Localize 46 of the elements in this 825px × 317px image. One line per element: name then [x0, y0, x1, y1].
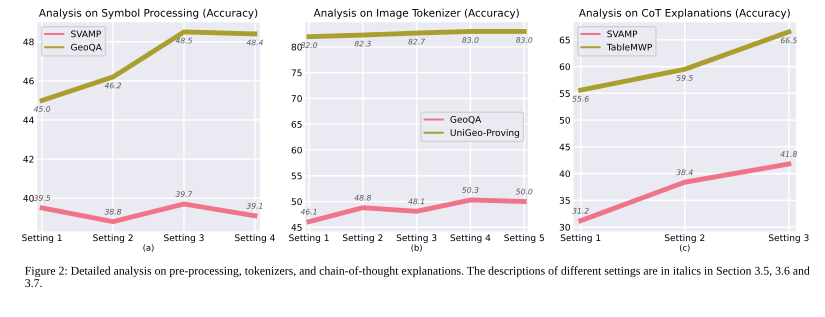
y-tick-label: 50 — [560, 116, 570, 124]
chart-title: Analysis on CoT Explanations (Accuracy) — [578, 8, 790, 19]
y-tick-label: 45 — [291, 224, 302, 231]
y-tick-label: 60 — [292, 146, 302, 154]
y-tick-label: 42 — [23, 156, 34, 162]
y-tick-label: 30 — [560, 224, 570, 231]
x-tick-label: Setting 5 — [504, 234, 544, 243]
y-tick-label: 80 — [292, 44, 302, 50]
legend-label: GeoQA — [450, 116, 482, 124]
y-tick-label: 44 — [23, 116, 34, 124]
chart-title: Analysis on Symbol Processing (Accuracy) — [38, 8, 258, 19]
y-tick-label: 55 — [292, 172, 302, 180]
y-tick-label: 65 — [292, 120, 302, 128]
chart-title: Analysis on Image Tokenizer (Accuracy) — [314, 8, 519, 19]
x-tick-label: Setting 2 — [93, 234, 133, 243]
x-axis-title: (c) — [680, 244, 690, 252]
legend-label: UniGeo-Proving — [450, 129, 520, 138]
y-tick-label: 70 — [292, 95, 302, 102]
x-tick-label: Setting 3 — [164, 234, 204, 243]
y-tick-label: 75 — [292, 70, 302, 76]
x-tick-label: Setting 1 — [22, 234, 62, 243]
y-tick-label: 55 — [560, 90, 570, 97]
legend-label: SVAMP — [607, 30, 638, 38]
y-tick-label: 50 — [292, 198, 302, 206]
legend-label: TableMWP — [606, 44, 652, 51]
x-tick-label: Setting 2 — [664, 234, 704, 243]
legend-label: GeoQA — [71, 44, 102, 52]
y-tick-label: 48 — [23, 38, 34, 46]
y-tick-label: 46 — [23, 78, 34, 84]
y-tick-label: 60 — [560, 63, 570, 70]
x-tick-label: Setting 3 — [396, 234, 436, 243]
x-tick-label: Setting 1 — [560, 234, 600, 243]
y-tick-label: 40 — [23, 194, 34, 202]
x-tick-label: Setting 2 — [342, 234, 382, 243]
y-tick-label: 35 — [560, 197, 570, 204]
caption: Figure 2: Detailed analysis on pre-processing, tokenizers, and chain-of-thought explanations. The descriptions of different settings are in italics in Section 3.5, 3.6 and 3.7. — [25, 266, 810, 288]
x-tick-label: Setting 4 — [235, 234, 275, 243]
x-axis-title: (b) — [411, 244, 422, 252]
x-tick-label: Setting 1 — [289, 234, 329, 243]
y-tick-label: 40 — [560, 170, 570, 178]
x-axis-title: (a) — [143, 244, 154, 252]
legend-label: SVAMP — [71, 30, 101, 38]
x-tick-label: Setting 4 — [450, 234, 490, 243]
x-tick-label: Setting 3 — [768, 234, 809, 243]
y-tick-label: 45 — [560, 144, 570, 150]
y-tick-label: 65 — [560, 36, 570, 44]
